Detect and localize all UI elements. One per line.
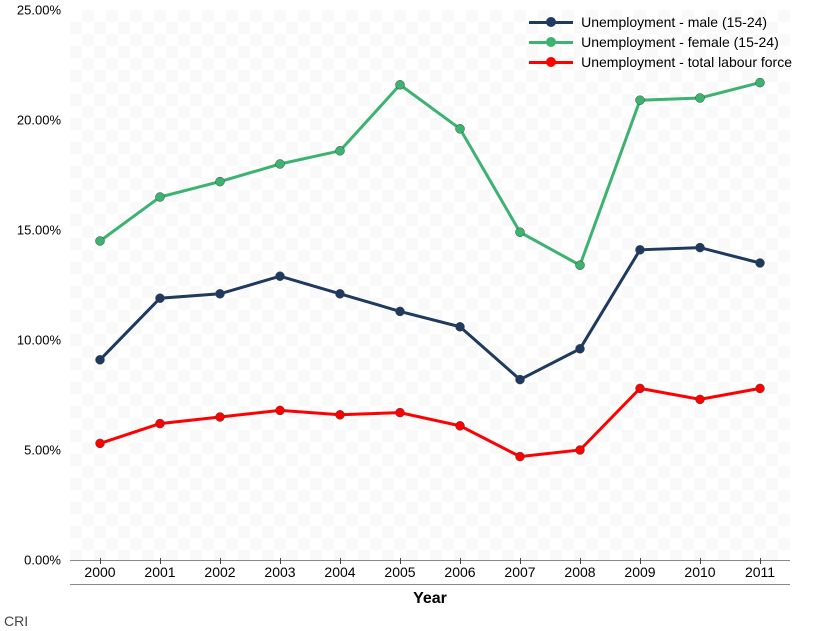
legend-swatch xyxy=(529,35,573,49)
y-axis: 0.00%5.00%10.00%15.00%20.00%25.00% xyxy=(0,10,65,560)
y-tick-label: 5.00% xyxy=(24,443,61,458)
legend-swatch xyxy=(529,55,573,69)
data-point xyxy=(276,160,285,169)
data-point xyxy=(756,384,765,393)
legend-label: Unemployment - male (15-24) xyxy=(581,14,767,30)
data-point xyxy=(216,289,225,298)
legend-label: Unemployment - female (15-24) xyxy=(581,34,779,50)
x-tick xyxy=(400,558,401,564)
data-point xyxy=(636,384,645,393)
data-point xyxy=(696,243,705,252)
x-tick-label: 2006 xyxy=(444,564,475,580)
data-point xyxy=(276,272,285,281)
plot-area xyxy=(70,10,790,560)
x-axis-title: Year xyxy=(70,590,790,608)
data-point xyxy=(216,413,225,422)
legend-item: Unemployment - male (15-24) xyxy=(529,14,792,30)
x-tick-label: 2004 xyxy=(324,564,355,580)
x-tick xyxy=(760,558,761,564)
x-tick-label: 2005 xyxy=(384,564,415,580)
x-tick xyxy=(280,558,281,564)
data-point xyxy=(96,237,105,246)
x-tick-label: 2008 xyxy=(564,564,595,580)
footer-label: CRI xyxy=(4,613,28,629)
y-tick-label: 25.00% xyxy=(17,3,61,18)
x-tick xyxy=(520,558,521,564)
data-point xyxy=(696,94,705,103)
data-point xyxy=(456,124,465,133)
legend-label: Unemployment - total labour force xyxy=(581,54,792,70)
data-point xyxy=(396,80,405,89)
data-point xyxy=(576,446,585,455)
legend-item: Unemployment - female (15-24) xyxy=(529,34,792,50)
x-tick-label: 2007 xyxy=(504,564,535,580)
y-tick-label: 10.00% xyxy=(17,333,61,348)
x-tick-label: 2009 xyxy=(624,564,655,580)
y-tick-label: 20.00% xyxy=(17,113,61,128)
x-tick-label: 2001 xyxy=(144,564,175,580)
data-point xyxy=(636,96,645,105)
y-tick-label: 15.00% xyxy=(17,223,61,238)
legend-swatch xyxy=(529,15,573,29)
x-tick-label: 2002 xyxy=(204,564,235,580)
data-point xyxy=(156,294,165,303)
x-tick xyxy=(220,558,221,564)
data-point xyxy=(336,146,345,155)
data-point xyxy=(516,375,525,384)
data-point xyxy=(156,193,165,202)
x-tick-label: 2000 xyxy=(84,564,115,580)
data-point xyxy=(696,395,705,404)
x-tick-label: 2003 xyxy=(264,564,295,580)
x-tick xyxy=(100,558,101,564)
x-tick-label: 2010 xyxy=(684,564,715,580)
data-point xyxy=(96,439,105,448)
data-point xyxy=(96,355,105,364)
data-point xyxy=(756,78,765,87)
unemployment-chart: Unemployment - male (15-24) Unemployment … xyxy=(0,0,820,631)
x-axis-border-bottom xyxy=(70,584,790,585)
data-point xyxy=(336,410,345,419)
series-lines xyxy=(70,10,790,560)
x-tick xyxy=(460,558,461,564)
x-tick-label: 2011 xyxy=(745,564,775,580)
x-tick xyxy=(640,558,641,564)
data-point xyxy=(396,307,405,316)
data-point xyxy=(636,245,645,254)
data-point xyxy=(516,228,525,237)
x-tick xyxy=(340,558,341,564)
data-point xyxy=(456,421,465,430)
x-tick xyxy=(700,558,701,564)
data-point xyxy=(216,177,225,186)
series-line xyxy=(100,388,760,456)
data-point xyxy=(756,259,765,268)
data-point xyxy=(516,452,525,461)
data-point xyxy=(456,322,465,331)
x-axis: 2000 2001 2002 2003 2004 2005 2006 2007 2008 2009… xyxy=(70,562,790,586)
data-point xyxy=(156,419,165,428)
series-line xyxy=(100,83,760,266)
x-tick xyxy=(160,558,161,564)
data-point xyxy=(336,289,345,298)
data-point xyxy=(576,344,585,353)
y-tick-label: 0.00% xyxy=(24,553,61,568)
x-axis-border-top xyxy=(70,560,790,561)
series-line xyxy=(100,248,760,380)
data-point xyxy=(396,408,405,417)
x-tick xyxy=(580,558,581,564)
data-point xyxy=(276,406,285,415)
data-point xyxy=(576,261,585,270)
legend: Unemployment - male (15-24) Unemployment … xyxy=(529,14,792,74)
legend-item: Unemployment - total labour force xyxy=(529,54,792,70)
